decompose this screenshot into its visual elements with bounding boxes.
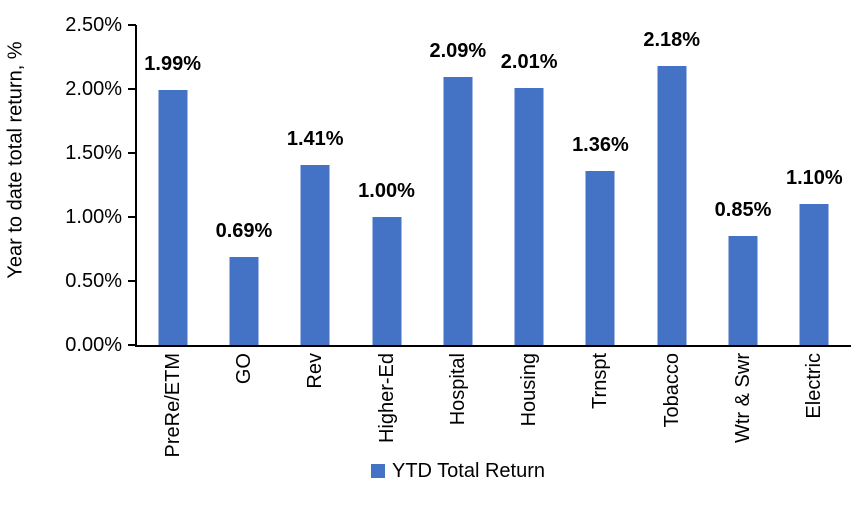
- bar: [585, 170, 615, 345]
- y-axis-line: [135, 25, 137, 347]
- x-axis-category-label: Hospital: [446, 353, 469, 426]
- legend-label: YTD Total Return: [391, 460, 546, 482]
- y-axis-tick-label: 0.00%: [65, 334, 122, 356]
- y-axis-tick-label: 0.50%: [65, 270, 122, 292]
- bar-value-label: 0.85%: [714, 199, 772, 222]
- x-axis-category-label: Rev: [304, 353, 327, 389]
- x-axis-category-label: Wtr & Swr: [732, 353, 755, 443]
- y-axis-tick: [128, 344, 136, 346]
- plot-area: 1.99% 0.69% 1.41% 1.00% 2.09% 2.01% 1.36% 2.18%…: [137, 25, 850, 345]
- x-axis-category-label: Higher-Ed: [375, 353, 398, 444]
- bar: [443, 77, 473, 345]
- x-axis-category-label: Housing: [518, 353, 541, 427]
- bar-value-label: 1.99%: [144, 53, 201, 76]
- y-axis-tick-label: 2.00%: [65, 78, 122, 100]
- x-axis-category-label: Electric: [803, 353, 826, 419]
- bar-slot: 2.09%: [422, 25, 493, 345]
- legend-swatch-icon: [370, 464, 385, 478]
- bar-slot: 2.18%: [636, 25, 707, 345]
- bar-slot: 1.36%: [565, 25, 636, 345]
- bar: [158, 90, 188, 345]
- bar-value-label: 1.10%: [785, 167, 843, 190]
- x-axis-category-label: GO: [232, 353, 255, 385]
- bar-value-label: 1.41%: [286, 127, 344, 150]
- bar-value-label: 2.01%: [500, 50, 558, 73]
- bar: [372, 217, 402, 345]
- bar-value-label: 1.00%: [358, 180, 415, 202]
- bar: [300, 164, 330, 345]
- bar-slot: 1.10%: [779, 25, 850, 345]
- bar-slot: 1.41%: [280, 25, 351, 345]
- bar: [728, 236, 758, 345]
- bar-slot: 1.00%: [351, 25, 422, 345]
- x-axis-category-label: Tobacco: [660, 353, 683, 428]
- y-axis-tick-label: 2.50%: [65, 14, 122, 36]
- bar-slot: 0.85%: [707, 25, 778, 345]
- x-axis-line: [135, 345, 851, 347]
- bar-slot: 2.01%: [493, 25, 564, 345]
- bar-slot: 0.69%: [208, 25, 279, 345]
- y-axis-tick: [128, 216, 136, 218]
- bar: [799, 204, 829, 345]
- y-axis-tick-label: 1.50%: [65, 142, 122, 164]
- y-axis-tick-label: 1.00%: [65, 206, 122, 228]
- bar-value-label: 2.09%: [429, 40, 487, 63]
- bar-value-label: 1.36%: [572, 133, 629, 156]
- bar-slot: 1.99%: [137, 25, 208, 345]
- bar-value-label: 0.69%: [215, 219, 273, 242]
- x-axis-category-label: PreRe/ETM: [161, 353, 184, 458]
- y-axis-tick: [128, 280, 136, 282]
- y-axis-tick: [128, 24, 136, 26]
- y-axis-title: Year to date total return, %: [4, 41, 27, 279]
- y-axis-tick: [128, 88, 136, 90]
- legend: YTD Total Return: [370, 460, 546, 482]
- bar: [229, 256, 259, 345]
- bar: [514, 87, 544, 345]
- y-axis-tick: [128, 152, 136, 154]
- bar: [657, 65, 687, 345]
- bar-value-label: 2.18%: [643, 28, 701, 51]
- x-axis-category-label: Trnspt: [589, 353, 612, 409]
